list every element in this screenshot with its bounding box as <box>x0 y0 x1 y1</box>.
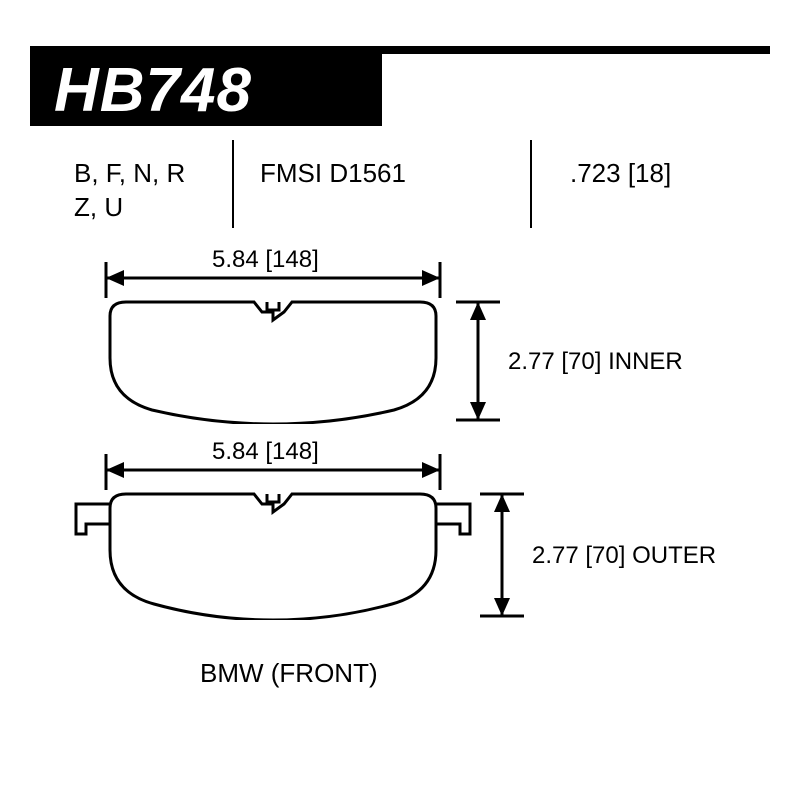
footer-label: BMW (FRONT) <box>200 658 378 689</box>
inner-pad-shape <box>104 298 442 424</box>
spec-compounds-line2: Z, U <box>74 192 123 223</box>
spec-divider-2 <box>530 140 532 228</box>
outer-width-label: 5.84 [148] <box>206 438 325 466</box>
outer-height-dim <box>480 490 526 620</box>
outer-height-label: 2.77 [70] OUTER <box>532 542 716 570</box>
part-number-text: HB748 <box>54 55 252 126</box>
outer-pad-shape <box>72 490 474 620</box>
inner-height-label: 2.77 [70] INNER <box>508 348 683 376</box>
diagram-root: HB748 B, F, N, R Z, U FMSI D1561 .723 [1… <box>0 0 800 800</box>
top-border <box>30 46 770 54</box>
spec-compounds-line1: B, F, N, R <box>74 158 185 189</box>
spec-fmsi: FMSI D1561 <box>260 158 406 189</box>
inner-width-label: 5.84 [148] <box>206 246 325 274</box>
inner-height-dim <box>456 298 502 424</box>
spec-thickness: .723 [18] <box>570 158 671 189</box>
part-number-header: HB748 <box>30 54 382 126</box>
spec-divider-1 <box>232 140 234 228</box>
